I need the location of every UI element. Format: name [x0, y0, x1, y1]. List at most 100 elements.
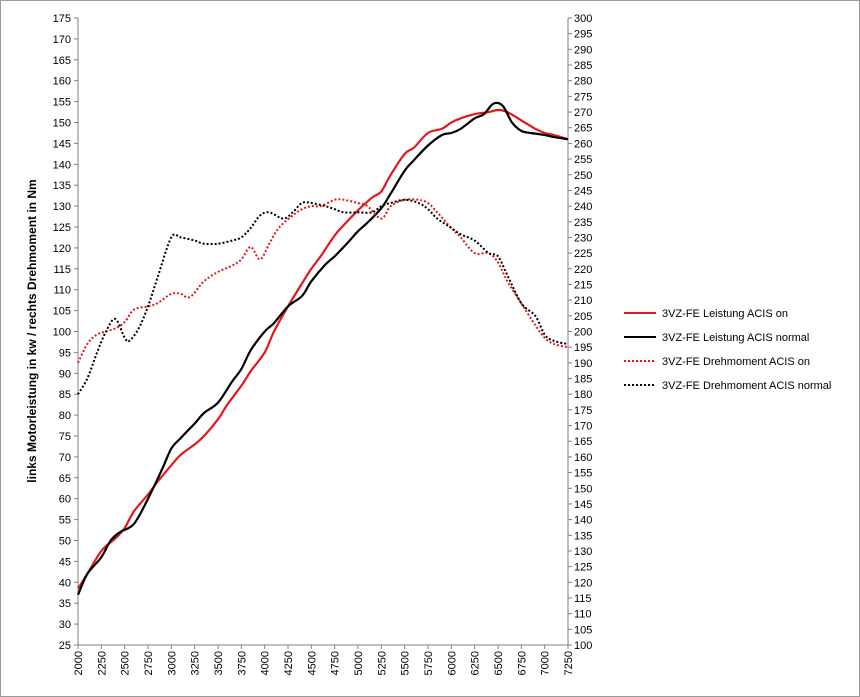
right-tick-label: 115 — [574, 593, 592, 605]
x-axis-ticks: 2000 2250 2500 2750 3000 3250 3500 3750 4000 4250… — [73, 645, 575, 675]
right-tick-label: 265 — [574, 123, 592, 135]
right-tick-label: 270 — [574, 107, 592, 119]
x-tick-label: 5500 — [400, 651, 412, 675]
x-tick-label: 6000 — [446, 651, 458, 675]
left-tick-label: 145 — [53, 138, 71, 150]
left-tick-label: 25 — [59, 640, 71, 652]
x-tick-label: 5000 — [353, 651, 365, 675]
series-line-1 — [77, 108, 569, 590]
right-tick-label: 190 — [574, 358, 592, 370]
x-tick-label: 6500 — [493, 651, 505, 675]
left-tick-label: 100 — [53, 327, 71, 339]
left-tick-label: 35 — [59, 598, 71, 610]
left-tick-label: 155 — [53, 97, 71, 109]
right-tick-label: 195 — [574, 342, 592, 354]
legend: 3VZ-FE Leistung ACIS on 3VZ-FE Leistung A… — [624, 308, 831, 392]
right-tick-label: 245 — [574, 185, 592, 197]
left-tick-label: 160 — [53, 76, 71, 88]
series-line-3 — [77, 198, 569, 364]
right-tick-label: 275 — [574, 91, 592, 103]
right-tick-label: 185 — [574, 374, 592, 386]
left-tick-label: 175 — [53, 13, 71, 25]
right-tick-label: 220 — [574, 264, 592, 276]
right-tick-label: 280 — [574, 76, 592, 88]
right-tick-label: 250 — [574, 170, 592, 182]
left-tick-label: 45 — [59, 556, 71, 568]
right-tick-label: 200 — [574, 327, 592, 339]
right-tick-label: 255 — [574, 154, 592, 166]
x-tick-label: 4000 — [260, 651, 272, 675]
left-tick-label: 140 — [53, 159, 71, 171]
right-tick-label: 215 — [574, 279, 592, 291]
left-tick-label: 50 — [59, 536, 71, 548]
x-tick-label: 3000 — [166, 651, 178, 675]
legend-label: 3VZ-FE Drehmoment ACIS on — [662, 356, 810, 368]
right-tick-label: 235 — [574, 217, 592, 229]
left-tick-label: 60 — [59, 494, 71, 506]
left-tick-label: 125 — [53, 222, 71, 234]
left-tick-label: 95 — [59, 347, 71, 359]
left-tick-label: 30 — [59, 619, 71, 631]
legend-label: 3VZ-FE Leistung ACIS on — [662, 308, 788, 320]
x-tick-label: 5750 — [423, 651, 435, 675]
right-tick-label: 145 — [574, 499, 592, 511]
right-tick-label: 160 — [574, 452, 592, 464]
left-tick-label: 135 — [53, 180, 71, 192]
x-tick-label: 7250 — [563, 651, 575, 675]
right-tick-label: 120 — [574, 577, 592, 589]
left-tick-label: 130 — [53, 201, 71, 213]
x-tick-label: 2500 — [120, 651, 132, 675]
left-tick-label: 90 — [59, 368, 71, 380]
right-tick-label: 105 — [574, 624, 592, 636]
right-tick-label: 125 — [574, 562, 592, 574]
right-tick-label: 300 — [574, 13, 592, 25]
right-tick-label: 285 — [574, 60, 592, 72]
left-tick-label: 120 — [53, 243, 71, 255]
right-tick-label: 140 — [574, 515, 592, 527]
series-line-4 — [77, 198, 569, 395]
left-tick-label: 115 — [53, 264, 71, 276]
right-tick-label: 210 — [574, 295, 592, 307]
right-tick-label: 150 — [574, 483, 592, 495]
left-tick-label: 105 — [53, 306, 71, 318]
axes-layer — [77, 18, 569, 646]
right-tick-label: 205 — [574, 311, 592, 323]
right-tick-label: 180 — [574, 389, 592, 401]
x-tick-label: 3500 — [213, 651, 225, 675]
left-tick-label: 55 — [59, 515, 71, 527]
x-tick-label: 4750 — [330, 651, 342, 675]
right-axis-ticks: 100 105 110 115 120 125 130 135 140 145 150 155 160 1… — [568, 13, 592, 652]
left-axis-ticks: 25 30 35 40 45 50 55 60 65 70 75 80 85 90 95 100 105 110 1… — [53, 13, 78, 652]
x-tick-label: 2250 — [96, 651, 108, 675]
right-tick-label: 165 — [574, 436, 592, 448]
left-tick-label: 110 — [53, 285, 71, 297]
left-tick-label: 80 — [59, 410, 71, 422]
right-tick-label: 110 — [574, 609, 592, 621]
right-tick-label: 170 — [574, 421, 592, 433]
y-axis-label: links Motorleistung in kw / rechts Drehm… — [25, 179, 39, 482]
left-tick-label: 65 — [59, 473, 71, 485]
right-tick-label: 230 — [574, 232, 592, 244]
legend-label: 3VZ-FE Leistung ACIS normal — [662, 332, 809, 344]
right-tick-label: 290 — [574, 44, 592, 56]
series-layer — [76, 101, 569, 596]
x-tick-label: 2000 — [73, 651, 85, 675]
x-tick-label: 5250 — [376, 651, 388, 675]
left-tick-label: 70 — [59, 452, 71, 464]
x-tick-label: 3750 — [236, 651, 248, 675]
x-tick-label: 3250 — [190, 651, 202, 675]
left-tick-label: 75 — [59, 431, 71, 443]
left-tick-label: 165 — [53, 55, 71, 67]
left-tick-label: 170 — [53, 34, 71, 46]
x-tick-label: 4500 — [306, 651, 318, 675]
right-tick-label: 135 — [574, 530, 592, 542]
x-tick-label: 4250 — [283, 651, 295, 675]
x-tick-label: 6250 — [470, 651, 482, 675]
right-tick-label: 155 — [574, 468, 592, 480]
right-tick-label: 100 — [574, 640, 592, 652]
right-tick-label: 130 — [574, 546, 592, 558]
right-tick-label: 225 — [574, 248, 592, 260]
x-tick-label: 2750 — [143, 651, 155, 675]
